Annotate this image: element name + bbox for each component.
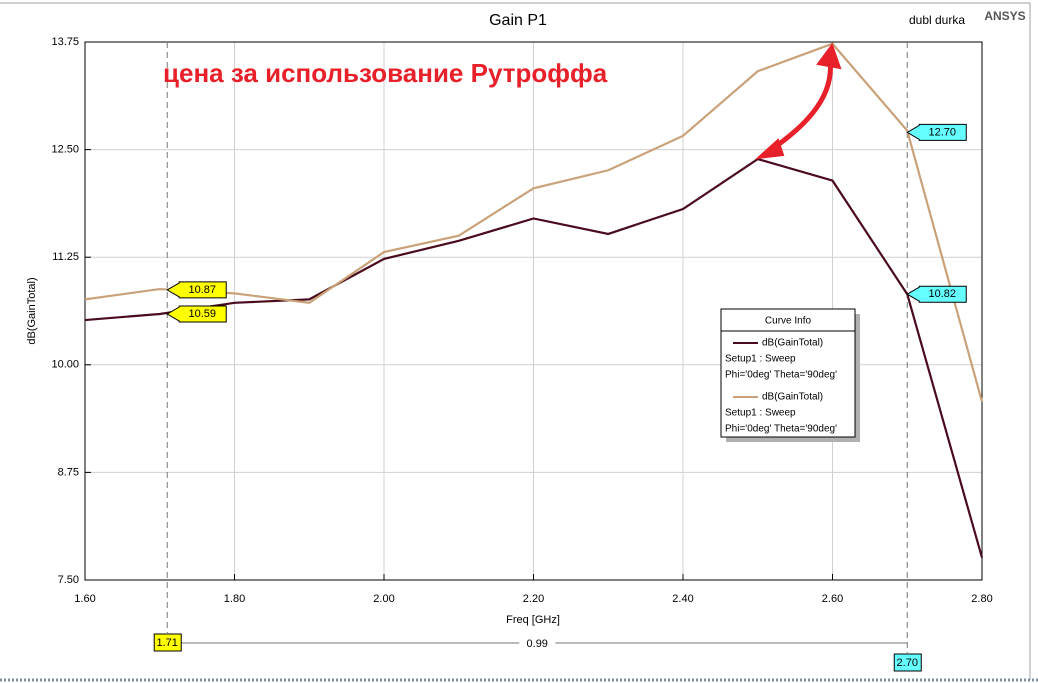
- marker-x-label: 1.71: [157, 637, 178, 649]
- x-tick-label: 2.40: [672, 593, 693, 605]
- marker-value-label: 10.82: [928, 288, 956, 300]
- legend: Curve Info dB(GainTotal) Setup1 : Sweep Ph…: [720, 308, 860, 442]
- brand: ANSYS: [984, 9, 1025, 23]
- legend-variation: Phi='0deg' Theta='90deg': [725, 370, 837, 381]
- arrow-head: [816, 42, 842, 70]
- marker-value-label: 10.59: [188, 308, 216, 320]
- x-tick-label: 1.60: [74, 593, 95, 605]
- design-name: dubl durka: [909, 13, 965, 27]
- marker-value-label: 10.87: [188, 284, 216, 296]
- x-tick-label: 2.00: [373, 593, 394, 605]
- y-tick-label: 8.75: [58, 466, 79, 478]
- legend-setup: Setup1 : Sweep: [725, 408, 796, 419]
- y-tick-label: 12.50: [51, 144, 79, 156]
- marker-value-box: [906, 123, 967, 141]
- annotation-arrow: [754, 42, 842, 160]
- y-tick-label: 7.50: [58, 574, 79, 586]
- annotation: цена за использование Рутроффа: [163, 58, 608, 88]
- delta-bg: [519, 636, 556, 650]
- marker-value-box: [906, 285, 967, 303]
- series-line: [84, 157, 984, 558]
- chart-title: Gain P1: [489, 12, 547, 29]
- marker-x-box: [153, 633, 182, 652]
- plot-frame: [84, 41, 983, 581]
- legend-variation: Phi='0deg' Theta='90deg': [725, 424, 837, 435]
- x-tick-label: 2.80: [971, 593, 992, 605]
- y-tick-label: 11.25: [52, 251, 79, 263]
- arrow-head: [754, 138, 785, 160]
- x-tick-label: 2.20: [523, 593, 544, 605]
- marker-x-box: [893, 653, 922, 672]
- legend-title: Curve Info: [765, 316, 812, 327]
- y-tick-label: 13.75: [51, 36, 79, 48]
- marker-x-label: 2.70: [897, 657, 918, 669]
- x-tick-label: 1.80: [224, 593, 245, 605]
- legend-label: dB(GainTotal): [762, 392, 823, 403]
- delta-label: 0.99: [527, 638, 548, 650]
- legend-label: dB(GainTotal): [762, 338, 823, 349]
- marker-value-box: [166, 305, 227, 323]
- marker-value-box: [166, 281, 227, 299]
- x-axis-label: Freq [GHz]: [506, 614, 560, 626]
- y-tick-label: 10.00: [51, 359, 79, 371]
- y-axis-label: dB(GainTotal): [26, 277, 38, 344]
- legend-setup: Setup1 : Sweep: [725, 354, 796, 365]
- marker-value-label: 12.70: [928, 126, 956, 138]
- legend-box: [720, 308, 856, 438]
- x-tick-label: 2.60: [822, 593, 843, 605]
